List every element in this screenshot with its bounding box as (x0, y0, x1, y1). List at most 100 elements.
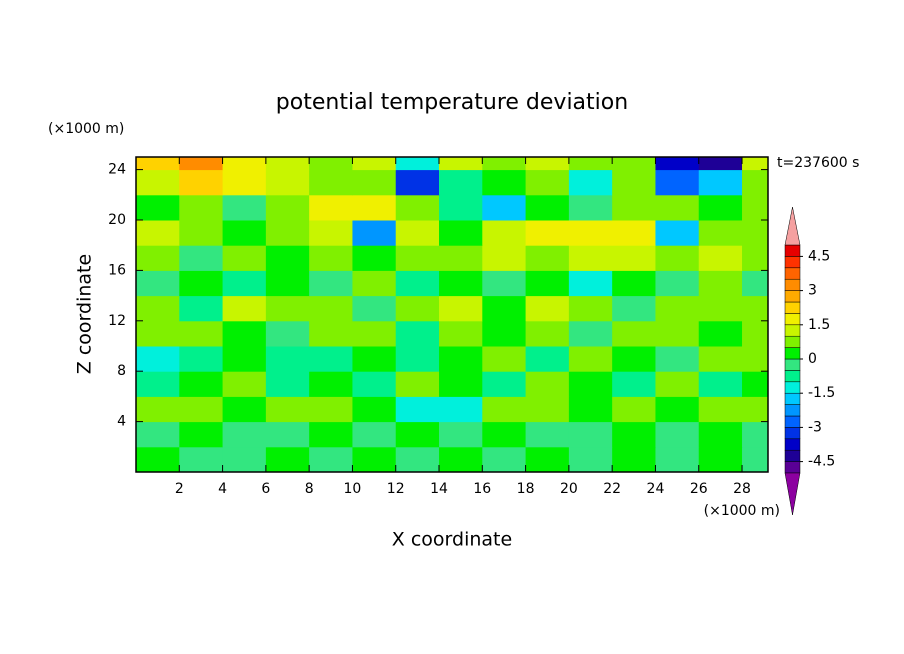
field-cell (265, 371, 310, 397)
y-tick-label: 24 (108, 162, 126, 178)
field-cell (136, 396, 180, 423)
field-cell (742, 346, 769, 372)
field-cell (742, 421, 769, 448)
field-cell (655, 169, 700, 196)
x-tick-label: 8 (305, 481, 314, 497)
field-cell (655, 220, 700, 246)
field-cell (265, 446, 310, 473)
field-cell (698, 346, 743, 372)
field-cell (395, 245, 440, 271)
field-cell (439, 421, 483, 448)
field-cell (309, 446, 353, 473)
field-cell (742, 446, 769, 473)
field-cell (309, 157, 353, 171)
colorbar-swatch (784, 449, 801, 462)
colorbar-tick-label: -4.5 (808, 454, 835, 470)
field-cell (222, 295, 267, 322)
field-cell (309, 245, 353, 271)
x-tick-label: 26 (690, 481, 708, 497)
field-cell (568, 446, 613, 473)
field-cell (525, 194, 570, 221)
x-tick-label: 28 (733, 481, 751, 497)
y-tick-label: 8 (117, 363, 126, 379)
field-cell (698, 295, 743, 322)
field-cell (222, 245, 267, 271)
field-cell (222, 320, 267, 347)
field-cell (395, 270, 440, 297)
field-cell (222, 157, 267, 171)
field-cell (179, 157, 224, 171)
field-cell (525, 157, 570, 171)
field-cell (612, 371, 656, 397)
field-cell (136, 270, 180, 297)
colorbar-tick-label: 0 (808, 351, 817, 367)
field-cell (222, 169, 267, 196)
field-cell (482, 270, 527, 297)
field-cell (698, 446, 743, 473)
field-cell (309, 295, 353, 322)
field-cell (525, 396, 570, 423)
colorbar-swatch (784, 335, 801, 348)
field-cell (525, 295, 570, 322)
field-cell (179, 371, 224, 397)
field-cell (265, 320, 310, 347)
plot-frame (135, 156, 769, 473)
field-cell (179, 295, 224, 322)
field-cell (439, 295, 483, 322)
colorbar-tick-label: 3 (808, 283, 817, 299)
field-cell (612, 270, 656, 297)
colorbar-under (784, 472, 801, 516)
field-cell (568, 220, 613, 246)
field-cell (655, 245, 700, 271)
field-cell (482, 169, 527, 196)
field-cell (742, 194, 769, 221)
field-cell (265, 157, 310, 171)
field-cell (265, 270, 310, 297)
field-cell (742, 169, 769, 196)
colorbar-swatch (784, 301, 801, 314)
field-cell (395, 220, 440, 246)
field-cell (179, 220, 224, 246)
field-cell (612, 245, 656, 271)
field-cell (698, 194, 743, 221)
colorbar-swatch (784, 370, 801, 383)
field-cell (482, 371, 527, 397)
x-tick-label: 20 (560, 481, 578, 497)
field-cell (179, 346, 224, 372)
field-cell (395, 446, 440, 473)
field-cell (482, 396, 527, 423)
field-cell (352, 270, 397, 297)
y-tick-label: 16 (108, 262, 126, 278)
field-cell (136, 320, 180, 347)
field-cell (309, 320, 353, 347)
field-cell (265, 346, 310, 372)
field-cell (265, 295, 310, 322)
field-cell (395, 346, 440, 372)
y-axis-label: Z coordinate (74, 254, 96, 374)
x-tick-label: 24 (647, 481, 665, 497)
field-cell (612, 346, 656, 372)
field-cell (742, 295, 769, 322)
colorbar-swatch (784, 415, 801, 428)
field-cell (352, 346, 397, 372)
x-tick-label: 2 (175, 481, 184, 497)
field-cell (742, 157, 769, 171)
field-cell (136, 446, 180, 473)
field-cell (525, 320, 570, 347)
field-cell (742, 371, 769, 397)
colorbar-swatch (784, 324, 801, 337)
x-unit: (×1000 m) (704, 503, 780, 519)
field-cell (309, 169, 353, 196)
field-cell (525, 446, 570, 473)
field-cell (612, 320, 656, 347)
field-cell (352, 421, 397, 448)
field-cell (395, 169, 440, 196)
field-cell (655, 371, 700, 397)
field-cell (179, 169, 224, 196)
field-cell (395, 194, 440, 221)
field-cell (482, 320, 527, 347)
field-cell (655, 446, 700, 473)
x-tick-label: 10 (344, 481, 362, 497)
field-cell (568, 396, 613, 423)
y-unit: (×1000 m) (48, 121, 124, 137)
